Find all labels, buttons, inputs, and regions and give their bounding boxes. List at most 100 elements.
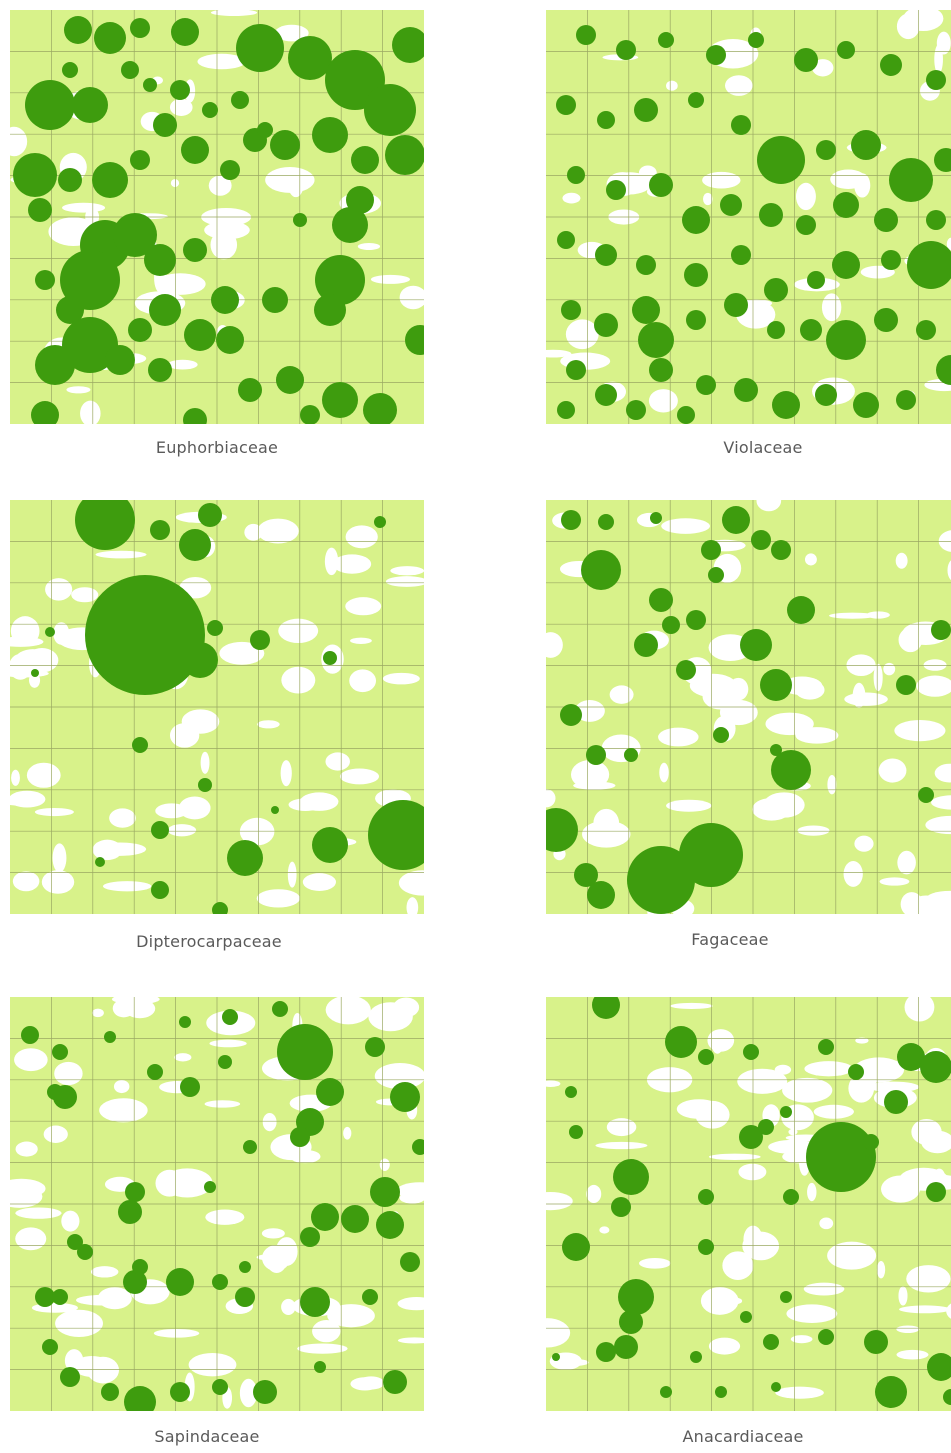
canopy-gap xyxy=(350,1377,380,1391)
tree-crown xyxy=(85,575,205,695)
canopy-gap xyxy=(29,672,41,688)
tree-crown xyxy=(722,506,750,534)
tree-crown xyxy=(72,87,108,123)
tree-crown xyxy=(316,1078,344,1106)
canopy-gap xyxy=(946,1303,951,1319)
tree-crown xyxy=(351,146,379,174)
tree-crown xyxy=(346,186,374,214)
tree-crown xyxy=(763,1334,779,1350)
canopy-gap xyxy=(807,1182,817,1202)
tree-crown xyxy=(896,675,916,695)
tree-crown xyxy=(272,1001,288,1017)
canopy-gap xyxy=(689,673,737,698)
tree-crown xyxy=(706,45,726,65)
canopy-gap xyxy=(860,265,895,279)
canopy-gap xyxy=(382,672,420,685)
tree-crown xyxy=(848,1064,864,1080)
tree-crown xyxy=(772,391,800,419)
canopy-svg xyxy=(546,997,951,1411)
tree-crown xyxy=(101,1383,119,1401)
canopy-map-euphorbiaceae xyxy=(10,10,424,424)
tree-crown xyxy=(166,1268,194,1296)
canopy-gap xyxy=(546,632,563,658)
tree-crown xyxy=(556,95,576,115)
canopy-gap xyxy=(103,881,152,892)
canopy-gap xyxy=(155,1169,184,1197)
tree-crown xyxy=(897,1043,925,1071)
canopy-gap xyxy=(546,1191,573,1211)
canopy-gap xyxy=(197,53,246,70)
tree-crown xyxy=(682,206,710,234)
tree-crown xyxy=(731,245,751,265)
tree-crown xyxy=(616,40,636,60)
tree-crown xyxy=(125,1182,145,1202)
canopy-gap xyxy=(325,997,371,1025)
tree-crown xyxy=(650,512,662,524)
tree-crown xyxy=(332,207,368,243)
caption-sapindaceae: Sapindaceae xyxy=(154,1427,260,1446)
canopy-svg xyxy=(546,10,951,424)
tree-crown xyxy=(794,48,818,72)
tree-crown xyxy=(290,1127,310,1147)
canopy-gap xyxy=(111,997,160,1005)
canopy-gap xyxy=(397,1337,424,1344)
canopy-gap xyxy=(904,997,935,1022)
tree-crown xyxy=(412,1139,424,1155)
canopy-gap xyxy=(666,80,678,91)
canopy-gap xyxy=(15,1141,38,1157)
tree-crown xyxy=(370,1177,400,1207)
tree-crown xyxy=(341,1205,369,1233)
canopy-gap xyxy=(896,13,920,40)
tree-crown xyxy=(586,745,606,765)
caption-dipterocarpaceae: Dipterocarpaceae xyxy=(136,932,282,951)
tree-crown xyxy=(25,80,75,130)
tree-crown xyxy=(708,567,724,583)
tree-crown xyxy=(60,1367,80,1387)
canopy-gap xyxy=(719,699,758,726)
caption-anacardiaceae: Anacardiaceae xyxy=(682,1427,804,1446)
canopy-gap xyxy=(790,1335,813,1344)
tree-crown xyxy=(880,54,902,76)
canopy-gap xyxy=(830,169,867,190)
canopy-gap xyxy=(925,815,951,835)
canopy-gap xyxy=(827,1241,877,1270)
tree-crown xyxy=(150,520,170,540)
tree-crown xyxy=(231,91,249,109)
tree-crown xyxy=(28,198,52,222)
canopy-gap xyxy=(795,727,839,744)
tree-crown xyxy=(698,1049,714,1065)
canopy-gap xyxy=(113,1080,130,1094)
tree-crown xyxy=(181,136,209,164)
tree-crown xyxy=(943,1389,951,1405)
canopy-gap xyxy=(738,1163,767,1181)
tree-crown xyxy=(837,41,855,59)
tree-crown xyxy=(696,375,716,395)
canopy-gap xyxy=(280,760,292,787)
canopy-gap xyxy=(239,817,275,846)
tree-crown xyxy=(198,503,222,527)
tree-crown xyxy=(202,102,218,118)
tree-crown xyxy=(236,24,284,72)
tree-crown xyxy=(916,320,936,340)
canopy-gap xyxy=(208,175,232,196)
canopy-gap xyxy=(586,1184,602,1204)
canopy-gap xyxy=(86,1356,120,1384)
canopy-gap xyxy=(34,807,74,817)
tree-crown xyxy=(235,1287,255,1307)
canopy-gap xyxy=(99,1098,148,1123)
canopy-gap xyxy=(379,1158,390,1171)
tree-crown xyxy=(660,1386,672,1398)
tree-crown xyxy=(277,1024,333,1080)
tree-crown xyxy=(581,550,621,590)
canopy-gap xyxy=(26,762,61,788)
tree-crown xyxy=(385,135,424,175)
tree-crown xyxy=(561,510,581,530)
tree-crown xyxy=(557,231,575,249)
canopy-gap xyxy=(921,1130,951,1154)
tree-crown xyxy=(759,203,783,227)
tree-crown xyxy=(60,250,120,310)
tree-crown xyxy=(751,530,771,550)
canopy-gap xyxy=(803,1282,845,1296)
canopy-gap xyxy=(90,1266,119,1278)
canopy-gap xyxy=(848,1074,875,1103)
